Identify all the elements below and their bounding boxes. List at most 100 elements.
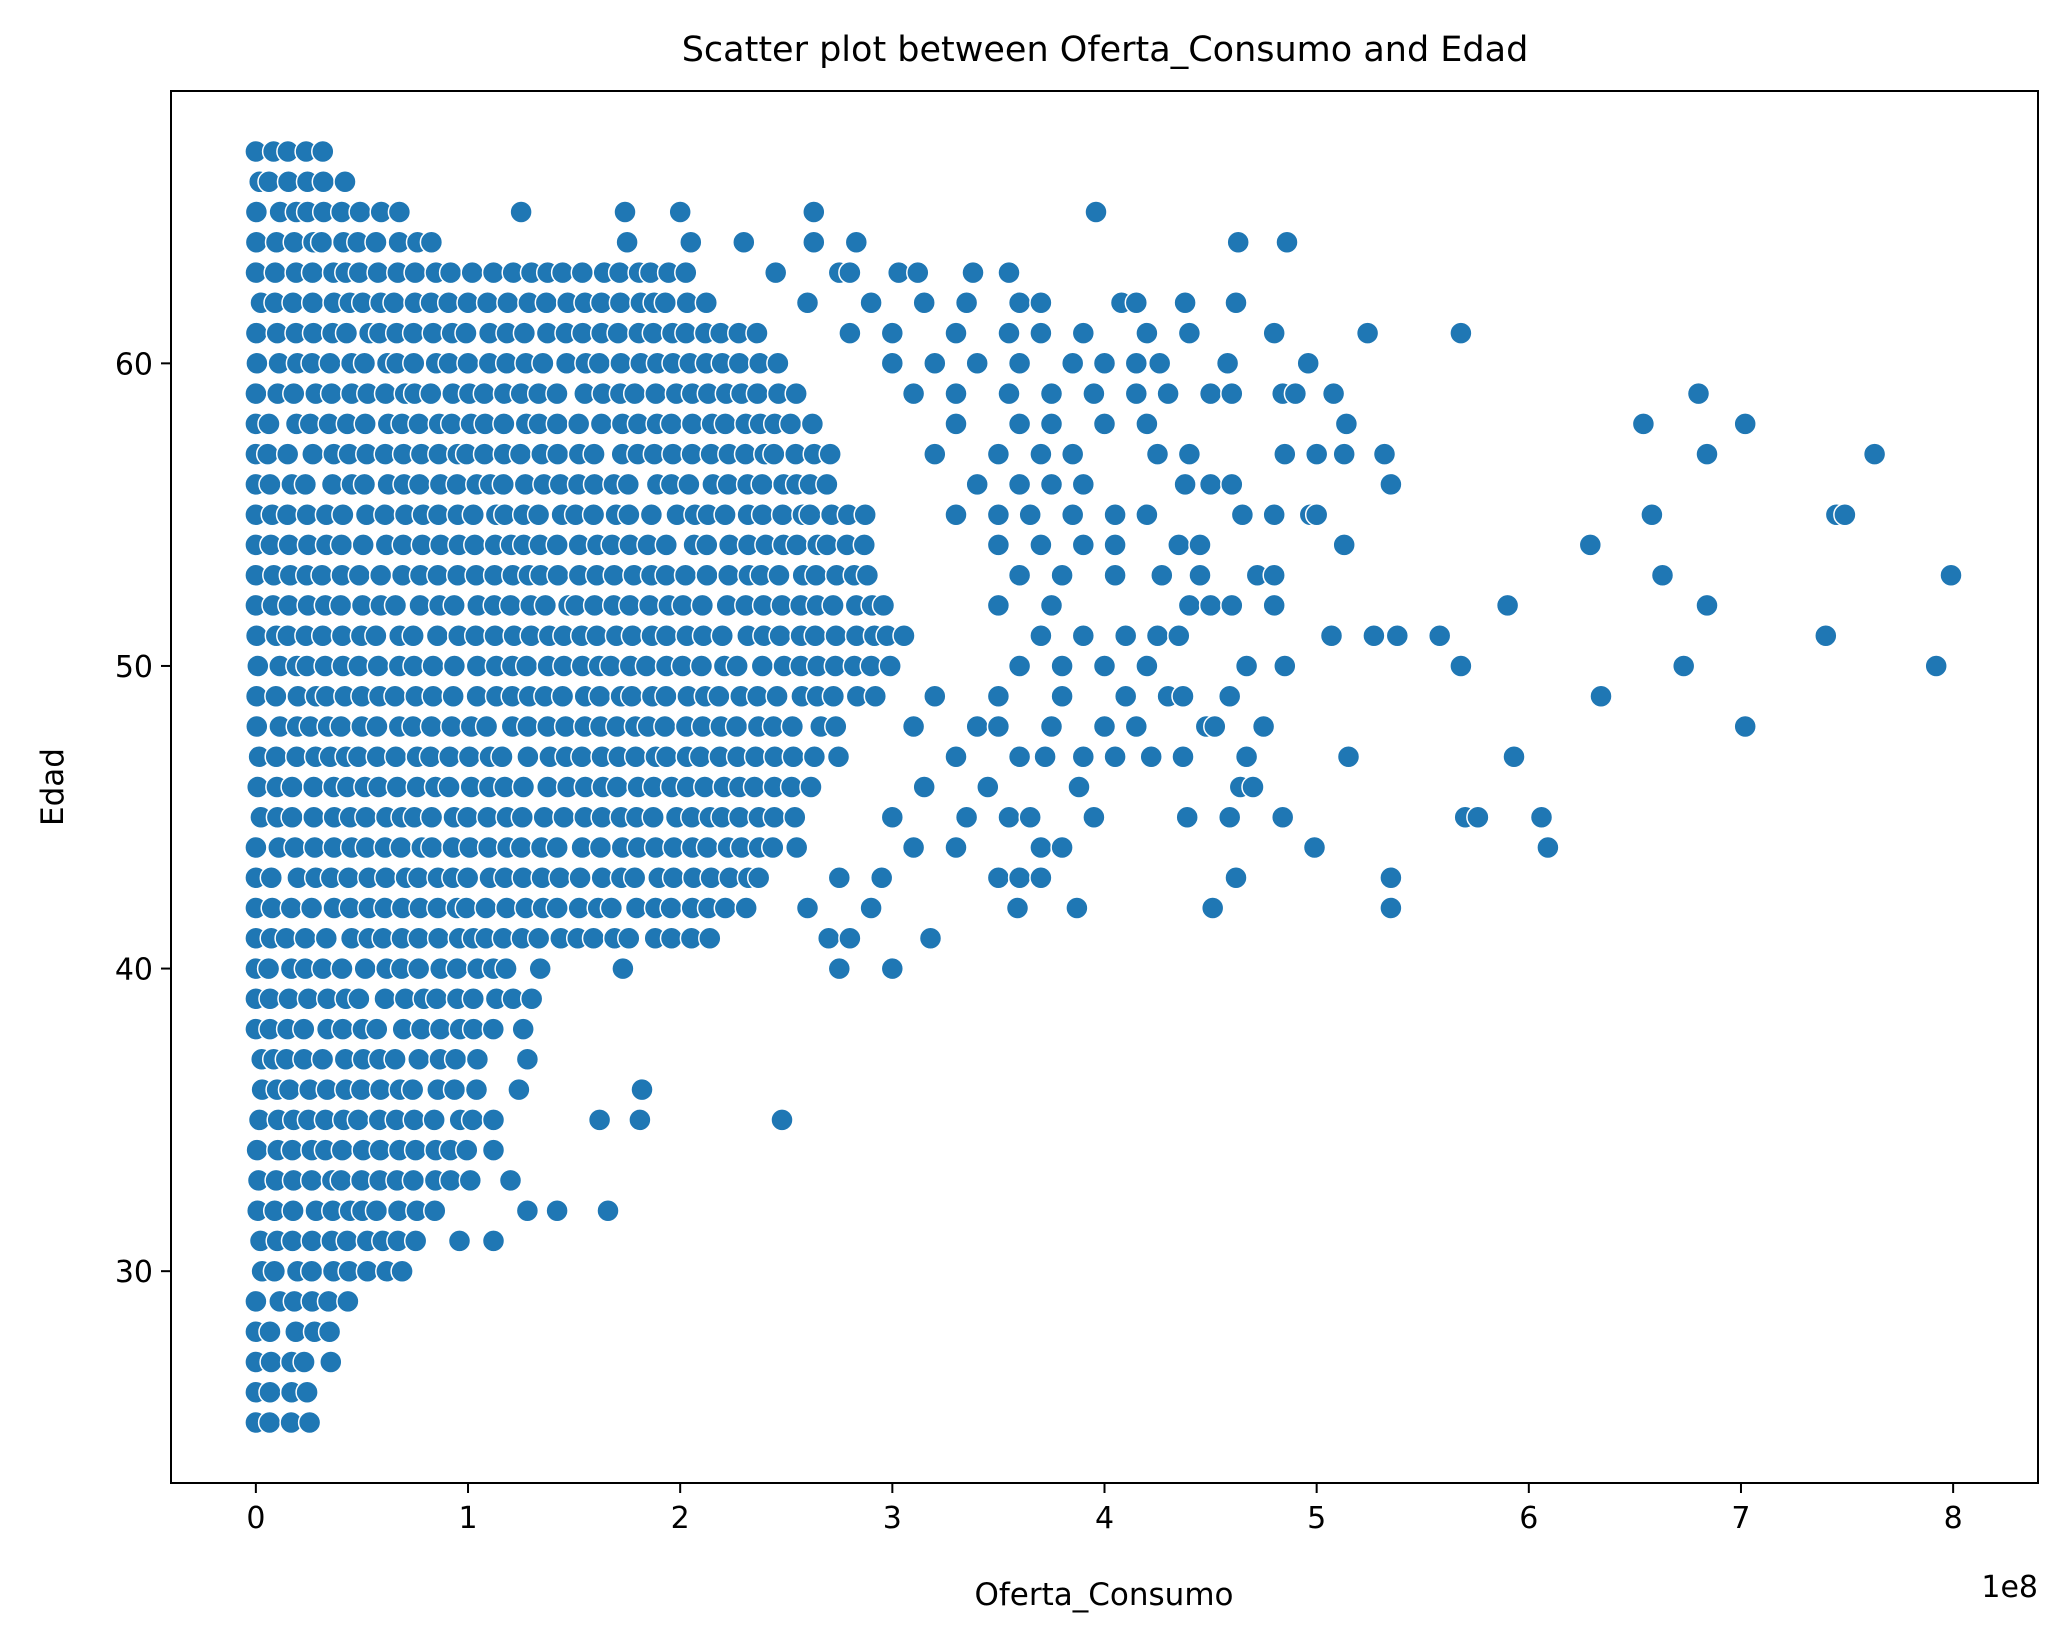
data-point: [347, 987, 371, 1011]
data-point: [1589, 684, 1613, 708]
data-point: [1050, 684, 1074, 708]
data-point: [545, 533, 569, 557]
data-point: [400, 1077, 425, 1102]
data-point: [385, 775, 410, 799]
data-point: [616, 472, 641, 497]
x-tick-label: 0: [246, 1501, 265, 1536]
data-point: [437, 744, 462, 769]
data-point: [855, 563, 880, 587]
data-point: [1241, 775, 1265, 799]
data-point: [407, 472, 432, 497]
data-point: [1449, 321, 1473, 345]
data-point: [317, 1319, 342, 1344]
data-point: [257, 412, 281, 436]
data-point: [783, 805, 807, 830]
data-point: [384, 744, 408, 769]
data-point: [256, 956, 281, 981]
data-point: [1082, 805, 1106, 830]
data-point: [492, 412, 516, 436]
data-point: [954, 291, 979, 315]
data-point: [750, 502, 775, 527]
data-point: [1304, 502, 1329, 527]
data-point: [330, 956, 354, 981]
data-point: [516, 714, 540, 739]
data-point: [1171, 744, 1195, 769]
data-point: [333, 170, 357, 194]
data-point: [346, 1108, 371, 1132]
data-point: [1379, 866, 1403, 890]
data-point: [1145, 442, 1170, 466]
data-point: [438, 260, 463, 285]
data-point: [901, 835, 926, 860]
data-point: [1224, 291, 1248, 315]
data-point: [1071, 321, 1096, 345]
data-point: [1150, 563, 1174, 587]
data-point: [589, 412, 614, 436]
data-point: [390, 1259, 414, 1283]
data-point: [1135, 502, 1159, 527]
data-point: [781, 744, 806, 769]
data-point: [282, 381, 306, 406]
data-point: [596, 1198, 620, 1223]
data-point: [965, 472, 989, 497]
data-point: [1007, 744, 1032, 769]
data-point: [424, 987, 449, 1011]
data-point: [463, 533, 487, 557]
data-point: [698, 926, 722, 951]
data-point: [318, 351, 342, 376]
x-axis-label: Oferta_Consumo: [974, 1577, 1233, 1613]
data-point: [441, 684, 465, 708]
data-point: [653, 714, 677, 739]
data-point: [1007, 472, 1032, 497]
data-point: [986, 442, 1011, 466]
data-point: [259, 866, 284, 890]
data-point: [863, 684, 888, 708]
data-point: [1177, 321, 1202, 345]
data-point: [275, 502, 300, 527]
data-point: [853, 502, 877, 527]
x-tick-label: 3: [883, 1501, 902, 1536]
data-point: [351, 533, 375, 557]
data-point: [519, 987, 544, 1011]
data-point: [244, 321, 269, 345]
data-point: [761, 835, 785, 860]
data-point: [986, 502, 1011, 527]
data-point: [1215, 351, 1240, 376]
data-point: [1007, 351, 1032, 376]
data-point: [680, 412, 705, 436]
data-point: [568, 866, 592, 890]
data-point: [1262, 593, 1286, 618]
data-point: [1007, 291, 1032, 315]
data-point: [301, 442, 325, 466]
data-point: [545, 442, 570, 466]
data-point: [762, 442, 786, 466]
data-point: [1332, 442, 1356, 466]
data-point: [1124, 714, 1149, 739]
data-point: [852, 533, 877, 557]
data-point: [1113, 623, 1138, 648]
data-point: [507, 1077, 531, 1102]
data-point: [461, 502, 486, 527]
data-point: [923, 351, 947, 376]
data-point: [1495, 593, 1520, 618]
data-point: [1071, 623, 1096, 648]
data-point: [329, 1168, 353, 1193]
data-point: [292, 1350, 316, 1374]
data-point: [403, 1138, 428, 1162]
data-point: [674, 321, 698, 345]
data-point: [1379, 896, 1403, 920]
data-point: [1103, 502, 1127, 527]
data-point: [472, 381, 497, 406]
data-point: [997, 321, 1021, 345]
data-point: [442, 654, 467, 678]
data-point: [279, 896, 304, 920]
data-point: [550, 684, 575, 708]
data-point: [1177, 442, 1202, 466]
x-axis-ticks: 0 1 2 3 4 5 6 7 8: [246, 1483, 1963, 1536]
data-point: [785, 533, 809, 557]
data-point: [838, 321, 862, 345]
data-point: [965, 714, 989, 739]
data-point: [331, 502, 355, 527]
data-point: [445, 956, 469, 981]
data-point: [1536, 835, 1560, 860]
